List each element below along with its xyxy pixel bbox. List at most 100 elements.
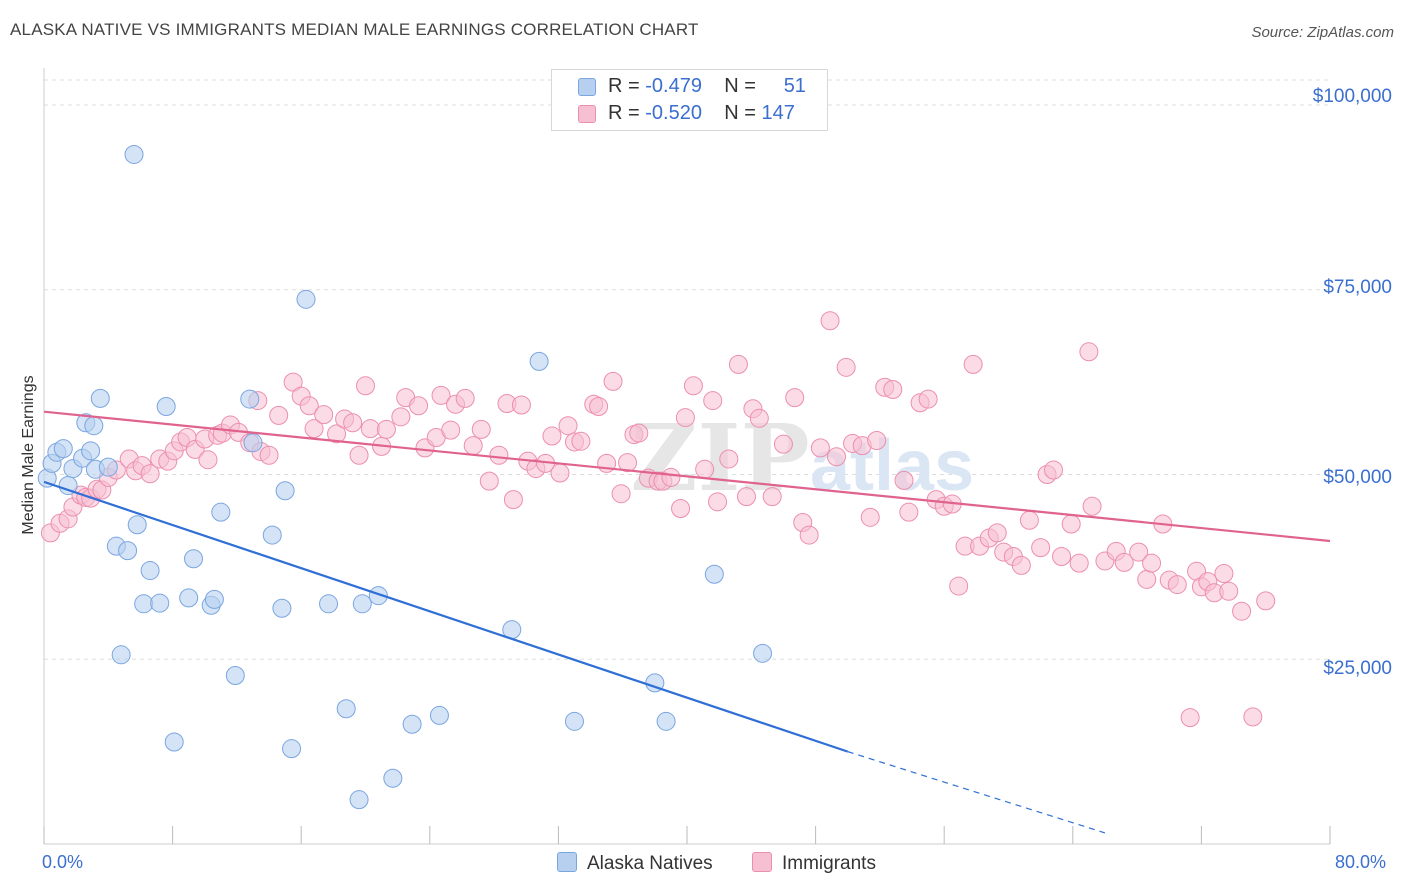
immigrants-point — [376, 419, 396, 439]
immigrants-point — [661, 467, 681, 487]
n-label: N = — [724, 102, 756, 124]
immigrants-point — [343, 413, 363, 433]
legend-label-alaska: Alaska Natives — [587, 853, 713, 874]
immigrants-point — [1137, 569, 1157, 589]
alaska-natives-point — [124, 144, 144, 164]
immigrants-point — [603, 371, 623, 391]
immigrants-point — [1044, 460, 1064, 480]
alaska-natives-point — [118, 541, 138, 561]
immigrants-point — [550, 463, 570, 483]
immigrants-point — [140, 464, 160, 484]
immigrants-point — [1167, 575, 1187, 595]
r-value: -0.520 — [645, 102, 702, 124]
immigrants-point — [860, 507, 880, 527]
immigrants-point — [963, 354, 983, 374]
immigrants-point — [356, 376, 375, 396]
immigrants-point — [894, 470, 914, 490]
alaska-natives-point — [319, 594, 339, 614]
alaska-natives-point — [240, 389, 260, 409]
immigrants-point — [1079, 342, 1099, 362]
alaska-natives-point — [272, 598, 292, 618]
alaska-natives-point — [53, 439, 73, 459]
legend-label-immigrants: Immigrants — [782, 853, 876, 874]
alaska-natives-point — [81, 441, 101, 461]
chart-title: ALASKA NATIVE VS IMMIGRANTS MEDIAN MALE … — [10, 20, 699, 39]
immigrants-point — [773, 434, 793, 454]
immigrants-point — [810, 438, 830, 458]
immigrants-point — [1142, 553, 1162, 573]
immigrants-point — [1031, 538, 1051, 558]
immigrants-point — [1214, 564, 1234, 584]
alaska-natives-point — [127, 515, 147, 535]
immigrants-point — [1052, 547, 1072, 567]
immigrants-point — [431, 385, 451, 405]
legend-alaska-natives: Alaska Natives — [557, 852, 713, 875]
alaska-natives-swatch — [557, 852, 577, 872]
alaska-natives-point — [84, 416, 104, 436]
x-tick-min: 0.0% — [42, 852, 84, 872]
immigrants-swatch — [578, 105, 596, 123]
immigrants-point — [1243, 707, 1263, 727]
y-tick-100000: $100,000 — [1312, 86, 1392, 107]
immigrants-point — [618, 453, 638, 473]
immigrants-point — [503, 490, 523, 510]
immigrants-point — [736, 487, 756, 507]
immigrants-point — [1256, 591, 1276, 611]
immigrants-point — [589, 396, 609, 416]
alaska-natives-point — [753, 643, 773, 663]
immigrants-point — [511, 395, 531, 415]
alaska-natives-point — [336, 699, 356, 719]
immigrants-point — [671, 498, 691, 518]
alaska-natives-point — [402, 714, 422, 734]
immigrants-point — [349, 445, 369, 465]
alaska-natives-point — [529, 351, 549, 371]
immigrants-swatch — [752, 852, 772, 872]
immigrants-point — [949, 576, 969, 596]
immigrants-point — [571, 431, 591, 451]
alaska-natives-point — [225, 665, 245, 685]
immigrants-trendline — [43, 410, 1331, 543]
immigrants-point — [1219, 581, 1239, 601]
immigrants-point — [542, 426, 562, 446]
alaska-natives-point — [349, 790, 369, 810]
y-axis-label: Median Male Earnings — [20, 375, 37, 535]
alaska-natives-trendline — [43, 480, 849, 753]
immigrants-point — [409, 396, 429, 416]
y-tick-75000: $75,000 — [1323, 277, 1392, 298]
immigrants-point — [198, 450, 218, 470]
immigrants-point — [695, 459, 715, 479]
n-value: 51 — [783, 75, 806, 97]
immigrants-point — [867, 430, 887, 450]
immigrants-point — [899, 502, 919, 522]
immigrants-point — [489, 445, 509, 465]
alaska-natives-point — [179, 588, 199, 608]
immigrants-point — [314, 405, 334, 425]
immigrants-point — [987, 523, 1007, 543]
immigrants-point — [703, 391, 723, 411]
alaska-natives-point — [656, 711, 676, 731]
y-tick-50000: $50,000 — [1323, 467, 1392, 488]
immigrants-point — [629, 423, 649, 443]
immigrants-point — [826, 447, 846, 467]
immigrants-point — [611, 484, 631, 504]
r-label: R = — [608, 102, 640, 124]
immigrants-point — [1232, 601, 1252, 621]
immigrants-point — [883, 379, 903, 399]
immigrants-point — [471, 419, 491, 439]
immigrants-point — [728, 354, 748, 374]
immigrants-point — [463, 436, 483, 456]
n-value: 147 — [761, 102, 795, 124]
immigrants-point — [259, 445, 279, 465]
immigrants-point — [683, 376, 703, 396]
alaska-natives-point — [383, 768, 403, 788]
immigrants-point — [479, 471, 499, 491]
alaska-natives-point — [429, 705, 449, 725]
immigrants-point — [1069, 553, 1089, 573]
immigrants-point — [269, 405, 289, 425]
immigrants-point — [785, 388, 805, 408]
alaska-natives-point — [111, 645, 131, 665]
alaska-natives-point — [282, 739, 302, 759]
alaska-natives-point — [564, 711, 584, 731]
alaska-natives-point — [140, 561, 160, 581]
